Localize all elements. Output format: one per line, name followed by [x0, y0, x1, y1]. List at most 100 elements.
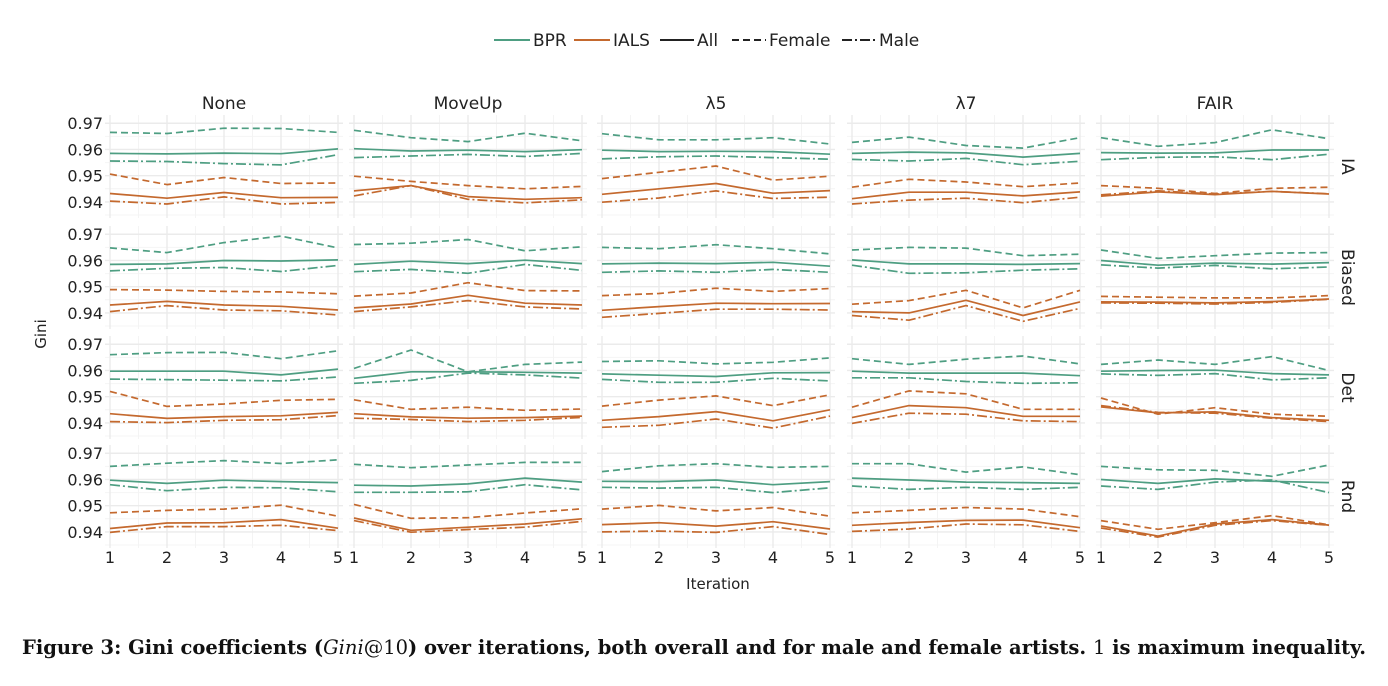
y-tick-label: 0.94 [67, 304, 103, 323]
y-tick-label: 0.94 [67, 193, 103, 212]
series-line-ials-all [601, 182, 831, 196]
caption-middle: ) over iterations, both overall and for … [408, 636, 1093, 659]
panel-biased-7 [847, 226, 1085, 329]
series-line-bpr-all [353, 370, 583, 380]
series-line-bpr-female [1100, 249, 1330, 260]
series-line-bpr-male [1100, 153, 1330, 161]
series-line-ials-male [851, 412, 1081, 425]
series-line-bpr-male [1100, 264, 1330, 270]
y-tick-label: 0.95 [67, 278, 103, 297]
column-strip-7: λ7 [956, 94, 977, 114]
x-tick-label: 2 [406, 548, 416, 567]
panel-biased-fair [1096, 226, 1334, 329]
x-tick-label: 5 [577, 548, 587, 567]
series-line-ials-male [851, 196, 1081, 205]
series-line-ials-male [353, 184, 583, 204]
legend-item-male: Male [842, 31, 919, 51]
series-line-ials-female [109, 288, 339, 295]
panel-rnd-5: 1 2 3 4 5 [597, 445, 835, 567]
series-line-ials-female [1100, 397, 1330, 418]
series-line-bpr-all [851, 259, 1081, 266]
y-tick-label: 0.97 [67, 114, 103, 133]
series-line-bpr-all [110, 368, 339, 376]
y-tick-label: 0.96 [67, 470, 103, 489]
series-line-ials-all [109, 191, 339, 200]
series-line-bpr-all [601, 261, 831, 268]
series-line-bpr-all [109, 148, 339, 155]
series-line-ials-female [851, 390, 1080, 411]
series-line-bpr-male [1100, 479, 1330, 494]
series-line-ials-all [109, 300, 339, 311]
series-line-bpr-female [601, 132, 831, 145]
x-tick-label: 1 [597, 548, 607, 567]
column-strip-moveup: MoveUp [434, 94, 503, 114]
y-tick-label: 0.96 [67, 140, 103, 159]
x-tick-label: 2 [654, 548, 664, 567]
y-tick-label: 0.96 [67, 251, 103, 270]
series-line-bpr-all [1100, 478, 1330, 485]
series-line-ials-all [1100, 518, 1330, 537]
column-strip-fair: FAIR [1197, 94, 1234, 114]
panel-rnd-moveup: 1 2 3 4 5 [349, 445, 587, 567]
series-line-ials-female [1100, 514, 1330, 531]
x-tick-label: 1 [349, 548, 359, 567]
row-strip-ia: IA [1337, 158, 1357, 175]
series-line-bpr-all [109, 479, 339, 485]
series-line-bpr-male [109, 483, 339, 493]
x-tick-label: 3 [463, 548, 473, 567]
series-line-ials-female [601, 287, 831, 297]
x-tick-label: 3 [711, 548, 721, 567]
x-tick-label: 4 [276, 548, 286, 567]
series-line-ials-female [1100, 294, 1330, 299]
series-line-bpr-male [354, 483, 583, 494]
series-line-ials-female [601, 504, 831, 518]
series-line-ials-female [109, 390, 339, 408]
series-line-ials-female [601, 393, 831, 407]
panel-biased-5 [597, 226, 835, 329]
panel-ia-7 [847, 115, 1085, 218]
series-line-bpr-female [1100, 464, 1330, 478]
series-line-bpr-female [353, 238, 583, 252]
series-line-bpr-female [109, 458, 339, 468]
series-line-bpr-female [353, 461, 582, 469]
x-tick-label: 4 [1018, 548, 1028, 567]
series-line-bpr-female [601, 243, 831, 255]
series-line-ials-all [601, 302, 831, 312]
row-strip-biased: Biased [1337, 249, 1357, 306]
series-line-bpr-female [109, 127, 339, 135]
caption-end: is maximum inequality. [1105, 636, 1367, 659]
figure-caption: Figure 3: Gini coefficients (Gini@10) ov… [0, 636, 1388, 659]
legend-item-ials: IALS [574, 31, 650, 51]
legend-label-female: Female [769, 31, 830, 51]
series-line-ials-all [601, 520, 831, 530]
series-line-ials-male [1100, 298, 1330, 305]
series-line-bpr-all [601, 479, 831, 486]
series-line-bpr-female [353, 349, 583, 373]
series-line-ials-female [109, 504, 339, 518]
x-tick-label: 3 [219, 548, 229, 567]
series-line-bpr-all [1100, 149, 1329, 154]
series-line-ials-all [353, 412, 583, 420]
x-tick-label: 5 [1075, 548, 1085, 567]
series-line-bpr-female [1100, 128, 1330, 148]
y-tick-label: 0.97 [67, 335, 103, 354]
series-line-bpr-female [601, 357, 831, 365]
series-line-ials-female [353, 175, 583, 190]
series-line-ials-all [601, 408, 831, 422]
series-line-ials-female [851, 289, 1081, 309]
series-line-bpr-male [109, 376, 339, 382]
series-line-bpr-female [851, 355, 1081, 366]
x-tick-label: 2 [1153, 548, 1163, 567]
series-line-ials-male [601, 190, 831, 204]
series-line-bpr-male [109, 264, 339, 273]
series-line-bpr-female [109, 349, 339, 360]
legend-label-bpr: BPR [533, 31, 567, 51]
series-line-bpr-male [353, 263, 583, 275]
series-line-ials-male [109, 524, 339, 534]
series-line-bpr-male [601, 268, 831, 274]
legend-label-all: All [697, 31, 718, 51]
y-tick-label: 0.97 [67, 225, 103, 244]
faceted-line-chart: BPR IALS All Female Male Gini Iteration None Mov… [32, 31, 1357, 593]
series-line-bpr-all [1100, 369, 1330, 376]
legend: BPR IALS All Female Male [494, 31, 919, 51]
